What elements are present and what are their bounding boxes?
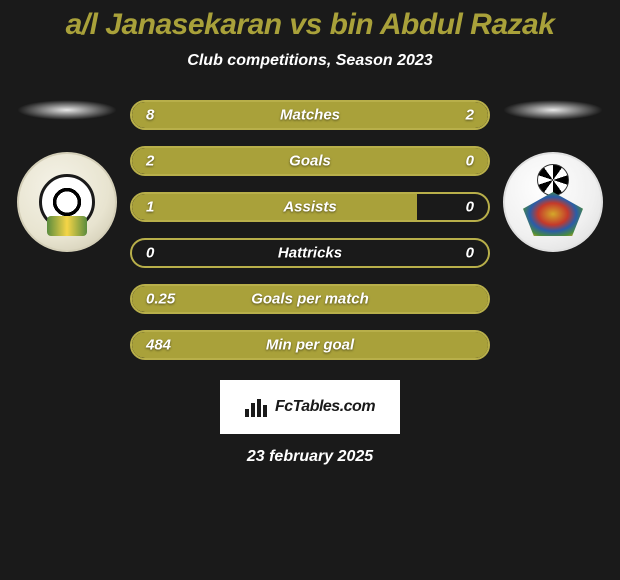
stat-value-left: 0.25 bbox=[146, 291, 175, 308]
main-row: 8 2 Matches 2 0 Goals 1 0 Assists 0 0 Hattricks 0.25… bbox=[0, 100, 620, 360]
stat-value-left: 8 bbox=[146, 107, 154, 124]
stat-value-right: 0 bbox=[466, 199, 474, 216]
stat-label: Min per goal bbox=[266, 337, 354, 354]
stat-label: Goals bbox=[289, 153, 331, 170]
stat-label: Matches bbox=[280, 107, 340, 124]
stat-value-left: 2 bbox=[146, 153, 154, 170]
stat-bar: 8 2 Matches bbox=[130, 100, 490, 130]
left-player-shadow bbox=[17, 100, 117, 120]
left-player-col bbox=[12, 100, 122, 252]
footer-brand-text: FcTables.com bbox=[275, 398, 375, 416]
stat-bar: 484 Min per goal bbox=[130, 330, 490, 360]
stat-bars: 8 2 Matches 2 0 Goals 1 0 Assists 0 0 Hattricks 0.25… bbox=[130, 100, 490, 360]
stat-bar: 2 0 Goals bbox=[130, 146, 490, 176]
stat-value-right: 0 bbox=[466, 245, 474, 262]
left-club-logo bbox=[17, 152, 117, 252]
bar-chart-icon bbox=[245, 397, 271, 417]
subtitle: Club competitions, Season 2023 bbox=[0, 52, 620, 70]
stat-value-left: 0 bbox=[146, 245, 154, 262]
stat-value-left: 1 bbox=[146, 199, 154, 216]
stat-bar: 1 0 Assists bbox=[130, 192, 490, 222]
stat-label: Assists bbox=[283, 199, 336, 216]
stat-fill-right bbox=[417, 102, 488, 128]
stat-fill-left bbox=[132, 102, 417, 128]
stat-bar: 0.25 Goals per match bbox=[130, 284, 490, 314]
stat-value-right: 2 bbox=[466, 107, 474, 124]
right-club-logo bbox=[503, 152, 603, 252]
right-player-shadow bbox=[503, 100, 603, 120]
page-title: a/l Janasekaran vs bin Abdul Razak bbox=[0, 8, 620, 42]
right-player-col bbox=[498, 100, 608, 252]
stat-value-left: 484 bbox=[146, 337, 171, 354]
footer-brand-badge: FcTables.com bbox=[220, 380, 400, 434]
date: 23 february 2025 bbox=[0, 448, 620, 466]
stat-fill-left bbox=[132, 194, 417, 220]
stat-value-right: 0 bbox=[466, 153, 474, 170]
stat-bar: 0 0 Hattricks bbox=[130, 238, 490, 268]
comparison-infographic: a/l Janasekaran vs bin Abdul Razak Club … bbox=[0, 0, 620, 580]
stat-label: Hattricks bbox=[278, 245, 342, 262]
stat-label: Goals per match bbox=[251, 291, 369, 308]
